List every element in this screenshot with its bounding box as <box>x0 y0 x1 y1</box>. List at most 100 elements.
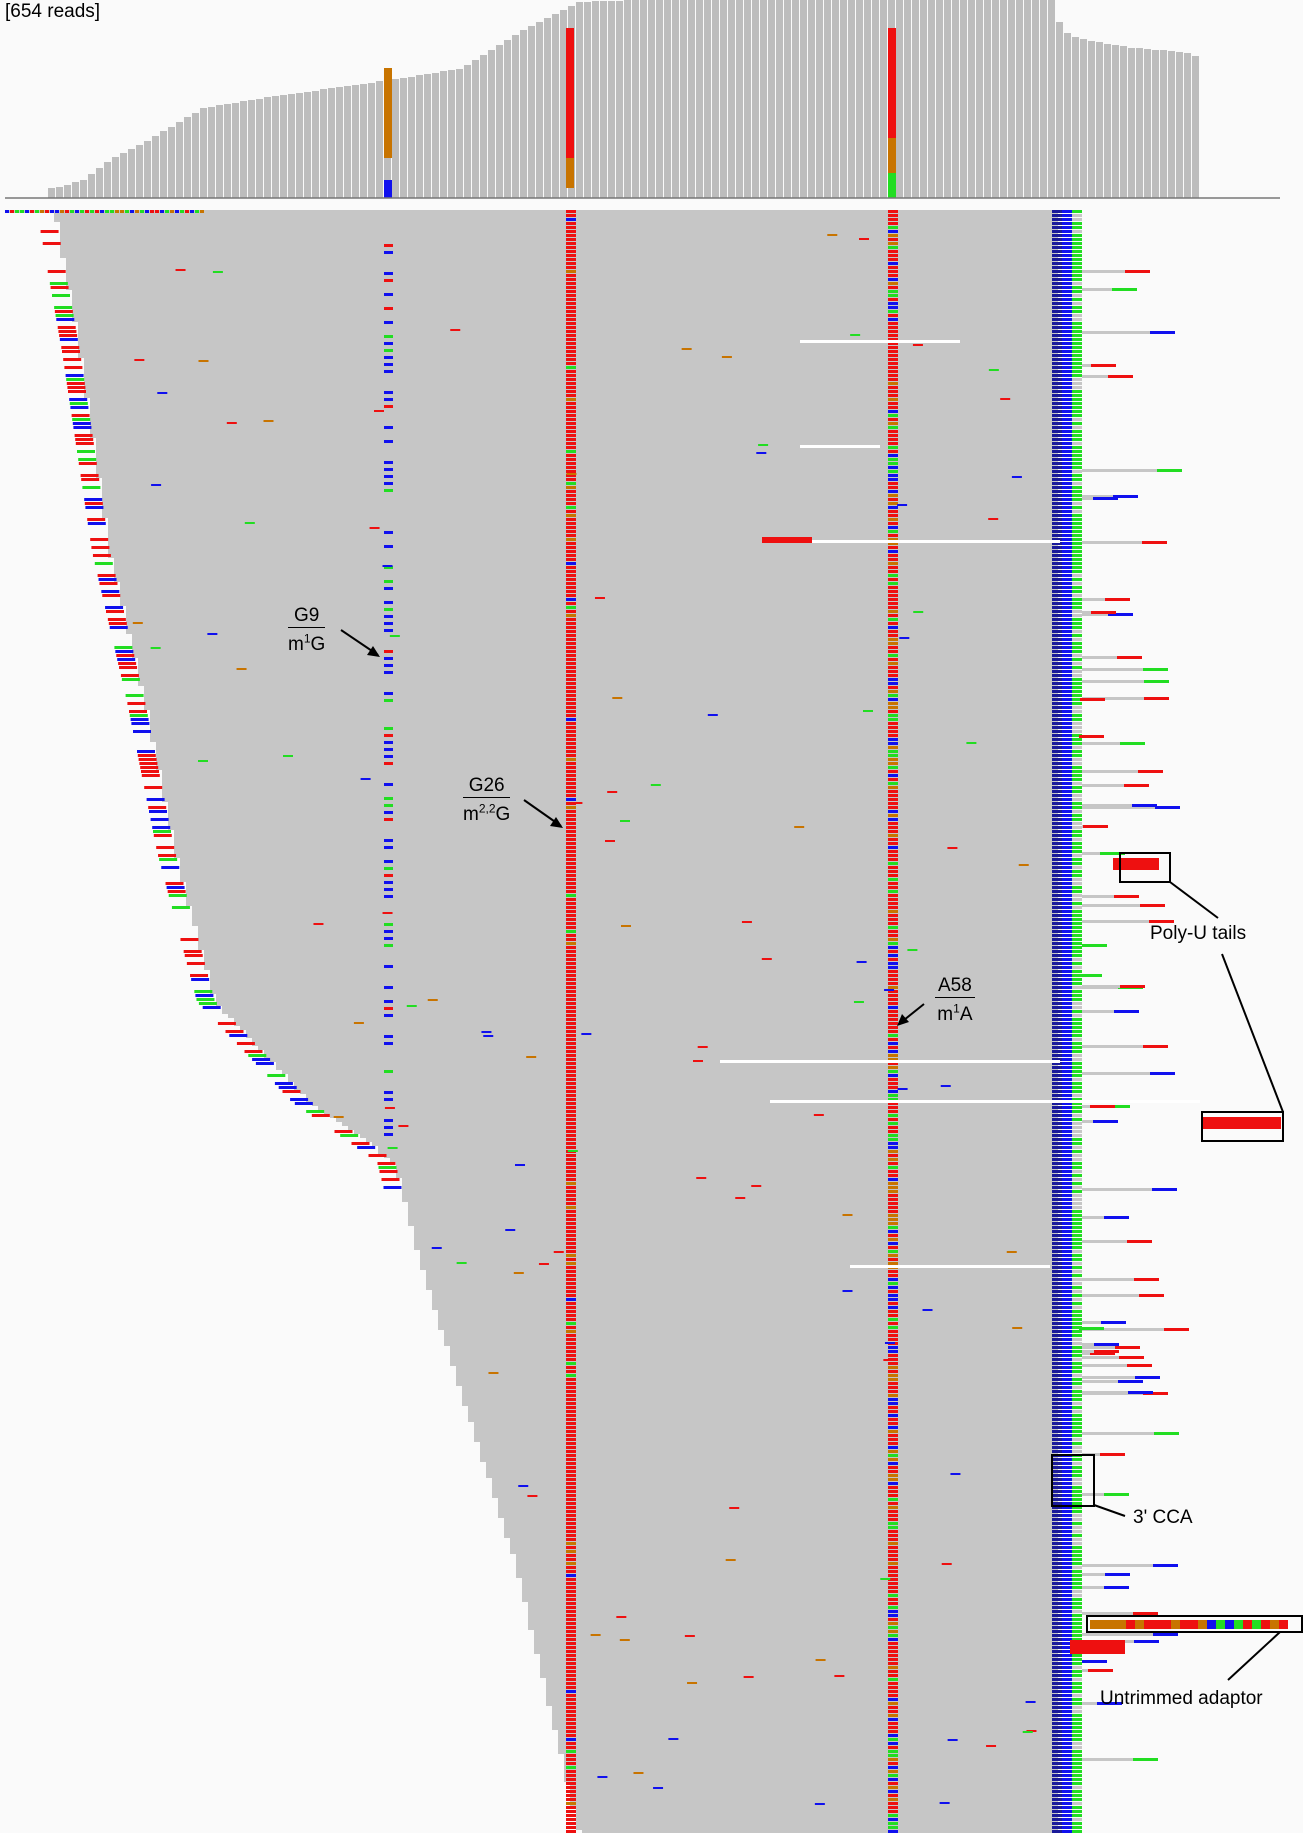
read-block <box>120 598 1058 602</box>
mismatch <box>1018 864 1029 866</box>
cca-cell <box>1052 618 1062 621</box>
cca-cell <box>1062 238 1072 241</box>
softclip-cell <box>75 442 94 445</box>
cca-cell <box>1062 1734 1072 1737</box>
g26-column-cell <box>566 1678 576 1681</box>
g9-column-cell <box>384 391 393 394</box>
softclip-cell <box>340 1134 359 1137</box>
a58-column-cell <box>888 1298 898 1301</box>
g26-column-cell <box>566 642 576 645</box>
mismatch <box>605 840 615 842</box>
g26-column-cell <box>566 942 576 945</box>
g26-column-cell <box>566 1362 576 1365</box>
cca-cell <box>1072 1058 1082 1061</box>
cca-cell <box>1062 322 1072 325</box>
g26-column-cell <box>566 1542 576 1545</box>
a58-column-cell <box>888 730 898 733</box>
cca-cell <box>1062 366 1072 369</box>
cca-cell <box>1072 702 1082 705</box>
cca-cell <box>1052 1126 1062 1129</box>
a58-column-cell <box>888 914 898 917</box>
cca-cell <box>1052 1318 1062 1321</box>
cca-cell <box>1062 850 1072 853</box>
softclip-cell <box>40 230 59 233</box>
read-block <box>60 230 1058 234</box>
a58-column-cell <box>888 258 898 261</box>
tail-mismatch <box>1127 1364 1152 1367</box>
coverage-bar <box>592 1 599 198</box>
cca-cell <box>1052 790 1062 793</box>
softclip-cell <box>195 994 214 997</box>
cca-cell <box>1052 666 1062 669</box>
a58-column-cell <box>888 238 898 241</box>
cca-cell <box>1072 774 1082 777</box>
cca-cell <box>1072 1166 1082 1169</box>
cca-cell <box>1052 1734 1062 1737</box>
mismatch <box>353 1022 364 1024</box>
cca-cell <box>1062 1814 1072 1817</box>
a58-column-cell <box>888 734 898 737</box>
cca-cell <box>1062 1006 1072 1009</box>
cca-cell <box>1072 1026 1082 1029</box>
cca-cell <box>1052 262 1062 265</box>
g9-column-cell <box>384 580 393 583</box>
cca-cell <box>1062 586 1072 589</box>
cca-cell <box>1072 294 1082 297</box>
a58-column-cell <box>888 1126 898 1129</box>
read-mismatch <box>155 210 159 213</box>
g26-column-cell <box>566 726 576 729</box>
cca-cell <box>1052 1466 1062 1469</box>
cca-cell <box>1072 458 1082 461</box>
cca-cell <box>1052 1330 1062 1333</box>
g26-column-cell <box>566 502 576 505</box>
read-block <box>546 1682 1058 1686</box>
a58-column-cell <box>888 434 898 437</box>
g26-column-cell <box>566 1078 576 1081</box>
read-block <box>72 298 1058 302</box>
a58-column-cell <box>888 406 898 409</box>
g26-column-cell <box>566 1742 576 1745</box>
cca-cell <box>1072 786 1082 789</box>
cca-cell <box>1052 1334 1062 1337</box>
tail-mismatch <box>1088 1669 1113 1672</box>
cca-cell <box>1072 886 1082 889</box>
cca-cell <box>1062 1282 1072 1285</box>
cca-cell <box>1052 1190 1062 1193</box>
a58-column-cell <box>888 1534 898 1537</box>
a58-base: A58 <box>935 975 975 998</box>
coverage-mismatch <box>888 138 896 178</box>
g26-column-cell <box>566 334 576 337</box>
cca-cell <box>1062 1638 1072 1641</box>
cca-cell <box>1062 390 1072 393</box>
read-block <box>384 1154 1058 1158</box>
cca-cell <box>1052 838 1062 841</box>
g26-column-cell <box>566 978 576 981</box>
cca-cell <box>1062 210 1072 213</box>
cca-cell <box>1062 1130 1072 1133</box>
cca-cell <box>1062 466 1072 469</box>
cca-cell <box>1052 586 1062 589</box>
g26-column-cell <box>566 506 576 509</box>
read-block <box>102 506 1058 510</box>
cca-cell <box>1062 334 1072 337</box>
g26-column-cell <box>566 1450 576 1453</box>
g26-column-cell <box>566 1514 576 1517</box>
cca-cell <box>1072 1222 1082 1225</box>
mismatch <box>132 622 143 624</box>
cca-cell <box>1072 678 1082 681</box>
cca-cell <box>1052 1158 1062 1161</box>
cca-cell <box>1062 838 1072 841</box>
cca-cell <box>1062 778 1072 781</box>
cca-cell <box>1052 1826 1062 1829</box>
g26-column-cell <box>566 1062 576 1065</box>
g26-column-cell <box>566 682 576 685</box>
cca-cell <box>1072 1146 1082 1149</box>
coverage-bar <box>408 77 415 198</box>
read-block <box>570 1782 1058 1786</box>
mismatch <box>721 356 732 358</box>
g26-column-cell <box>566 934 576 937</box>
read-block <box>480 1450 1058 1454</box>
cca-cell <box>1072 546 1082 549</box>
cca-cell <box>1052 878 1062 881</box>
a58-column-cell <box>888 342 898 345</box>
